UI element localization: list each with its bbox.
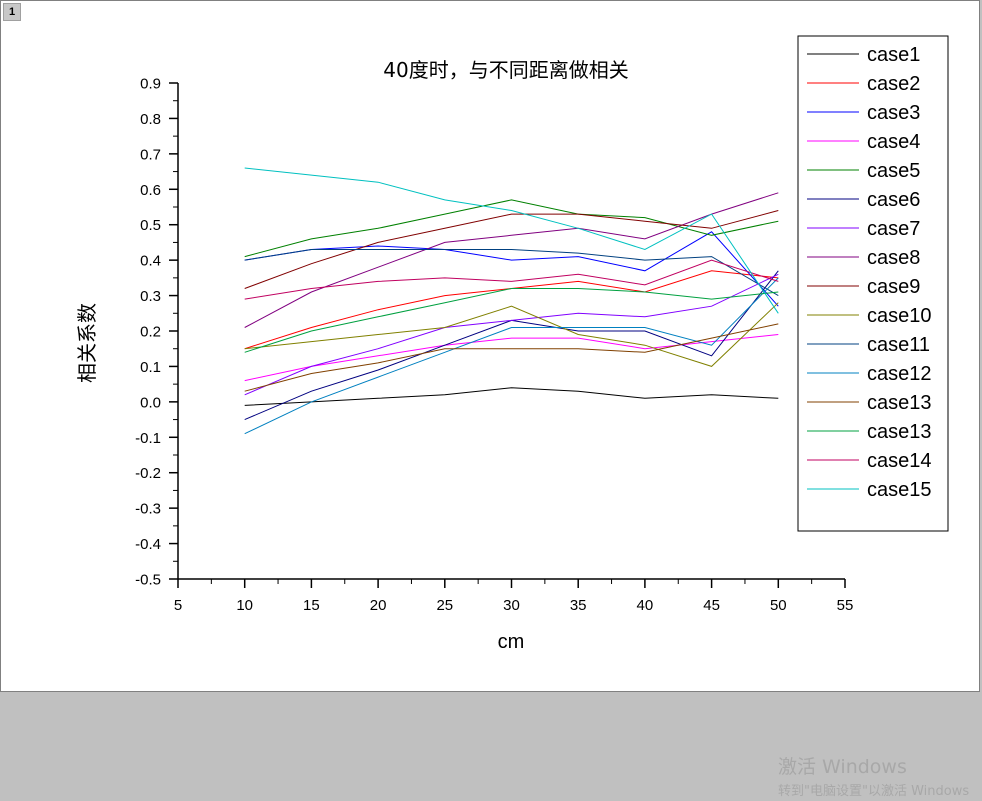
graph-window[interactable]: 1 40度时，与不同距离做相关 -0.5 -0.4 -0.3 -0.2 -0.1 0.0 0…: [0, 0, 980, 692]
x-tick-label: 20: [370, 597, 387, 614]
plot-area: [244, 167, 779, 435]
y-tick-label: 0.3: [140, 288, 161, 305]
legend[interactable]: case1 case2 case3 case4 case5 case6 case7 case8…: [797, 35, 949, 532]
y-tick-label: 0.1: [140, 359, 161, 376]
y-tick-label: -0.1: [135, 430, 161, 447]
windows-activation-watermark: 激活 Windows 转到"电脑设置"以激活 Windows: [778, 755, 982, 801]
x-tick-label: 50: [770, 597, 787, 614]
legend-label: case2: [867, 73, 920, 95]
legend-label: case10: [867, 305, 932, 327]
y-tick-label: 0.7: [140, 146, 161, 163]
line-chart: 40度时，与不同距离做相关 -0.5 -0.4 -0.3 -0.2 -0.1 0.0 0.1…: [75, 35, 949, 653]
series-line-case2-1: [244, 270, 779, 350]
series-line-case11-10: [244, 249, 779, 297]
y-tick-label: -0.3: [135, 501, 161, 518]
x-tick-label: 10: [236, 597, 253, 614]
y-tick-label: 0.4: [140, 253, 161, 270]
y-tick-label: 0.0: [140, 394, 161, 411]
series-line-case10-9: [244, 302, 779, 367]
layer-page-tab[interactable]: 1: [3, 3, 21, 21]
watermark-line-2: 转到"电脑设置"以激活 Windows: [778, 784, 970, 799]
y-tick-label: 0.2: [140, 324, 161, 341]
y-tick-label: 0.5: [140, 217, 161, 234]
chart-title: 40度时，与不同距离做相关: [383, 58, 628, 82]
series-line-case4-3: [244, 334, 779, 382]
legend-label: case8: [867, 247, 920, 269]
series-line-case5-4: [244, 199, 779, 258]
series-line-case7-6: [244, 273, 779, 396]
x-tick-label: 30: [503, 597, 520, 614]
legend-label: case7: [867, 218, 920, 240]
x-tick-label: 25: [436, 597, 453, 614]
axes: -0.5 -0.4 -0.3 -0.2 -0.1 0.0 0.1 0.2 0.3 0.4 0.5 0.…: [135, 76, 853, 615]
legend-label: case9: [867, 276, 920, 298]
x-tick-label: 5: [174, 597, 182, 614]
legend-label: case3: [867, 102, 920, 124]
series-line-case3-2: [244, 231, 779, 307]
y-tick-label: -0.2: [135, 465, 161, 482]
legend-label: case1: [867, 44, 920, 66]
y-axis-label: 相关系数: [75, 303, 99, 383]
series-line-case14-14: [244, 259, 779, 300]
x-tick-label: 15: [303, 597, 320, 614]
y-tick-label: 0.8: [140, 111, 161, 128]
y-tick-label: 0.9: [140, 76, 161, 93]
legend-label: case13: [867, 421, 932, 443]
series-line-case8-7: [244, 192, 779, 328]
watermark-line-1: 激活 Windows: [778, 756, 907, 778]
x-tick-label: 35: [570, 597, 587, 614]
series-line-case1-0: [244, 387, 779, 406]
series-line-case12-11: [244, 277, 779, 435]
legend-label: case6: [867, 189, 920, 211]
legend-label: case4: [867, 131, 920, 153]
legend-label: case14: [867, 450, 932, 472]
x-tick-label: 40: [637, 597, 654, 614]
x-axis-label: cm: [498, 631, 525, 653]
x-tick-label: 45: [703, 597, 720, 614]
y-tick-label: -0.5: [135, 572, 161, 589]
series-line-case15-15: [244, 167, 779, 314]
legend-box: [797, 35, 949, 532]
legend-label: case5: [867, 160, 920, 182]
legend-label: case12: [867, 363, 932, 385]
legend-label: case15: [867, 479, 932, 501]
series-line-case13-12: [244, 323, 779, 392]
legend-label: case13: [867, 392, 932, 414]
series-line-case13-13: [244, 288, 779, 353]
y-tick-label: 0.6: [140, 182, 161, 199]
legend-label: case11: [867, 334, 930, 356]
x-tick-label: 55: [837, 597, 854, 614]
y-tick-label: -0.4: [135, 536, 161, 553]
